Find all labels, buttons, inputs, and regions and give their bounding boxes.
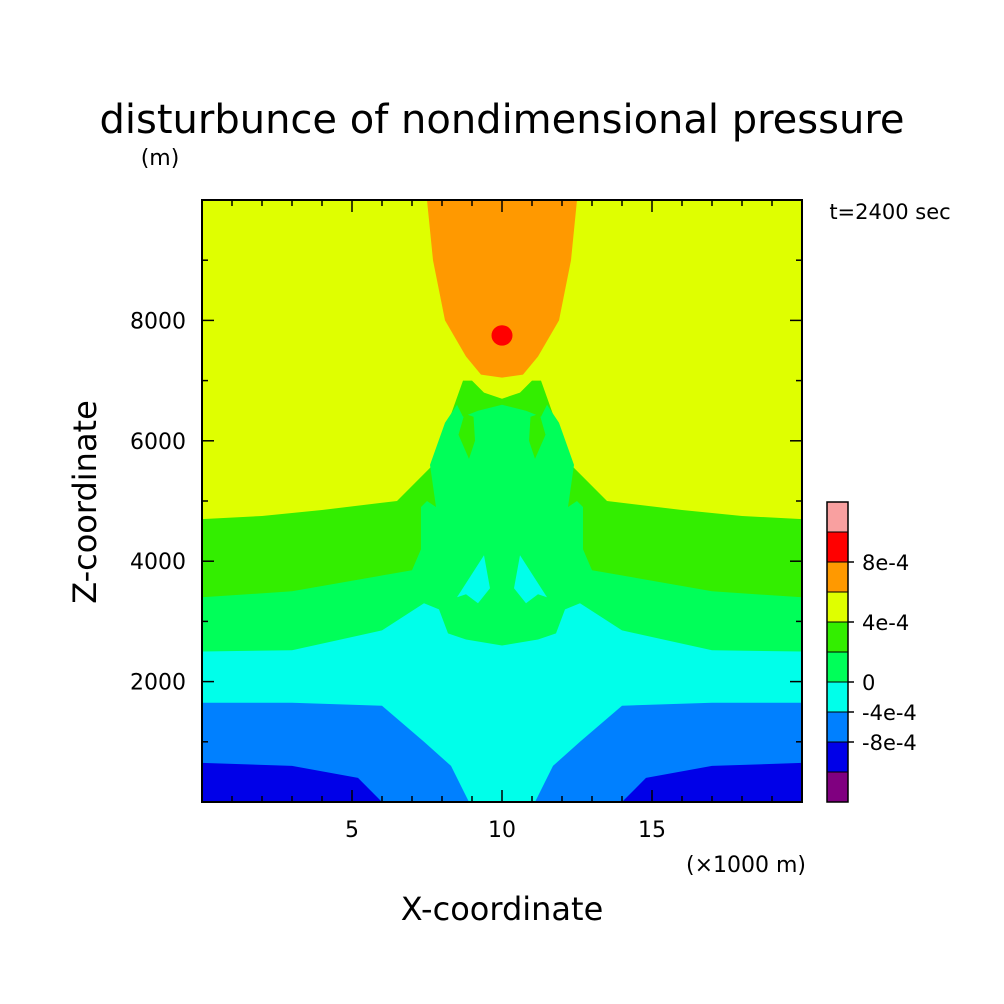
colorbar: -8e-4 -4e-4 0 4e-4 8e-4 xyxy=(826,501,917,803)
colorbar-swatch xyxy=(826,531,849,563)
contour-region-level-8 xyxy=(491,325,513,346)
colorbar-swatch xyxy=(826,711,849,743)
time-label: t=2400 sec xyxy=(829,200,950,224)
colorbar-tick-label: -8e-4 xyxy=(862,731,917,755)
axis-ticks: 5 10 15 2000 4000 6000 8000 xyxy=(130,200,802,843)
contour-region-level-3 xyxy=(457,555,490,604)
colorbar-tick-label: 4e-4 xyxy=(862,611,909,635)
colorbar-swatch xyxy=(826,681,849,713)
x-tick-label: 15 xyxy=(638,818,666,843)
x-tick-label: 5 xyxy=(345,818,359,843)
y-tick-label: 6000 xyxy=(130,430,186,455)
colorbar-tick-label: 8e-4 xyxy=(862,551,909,575)
colorbar-swatch xyxy=(826,621,849,653)
contour-region-level-7 xyxy=(427,200,577,378)
colorbar-swatch xyxy=(826,561,849,593)
colorbar-swatch xyxy=(826,771,849,803)
colorbar-swatch xyxy=(826,741,849,773)
colorbar-frame xyxy=(826,501,849,803)
y-tick-label: 2000 xyxy=(130,671,186,696)
chart-title: disturbunce of nondimensional pressure xyxy=(100,97,905,143)
colorbar-tick-label: -4e-4 xyxy=(862,701,917,725)
contour-region-level-3 xyxy=(514,555,547,604)
colorbar-tick-label: 0 xyxy=(862,671,875,695)
y-axis-title: Z-coordinate xyxy=(66,400,104,604)
y-unit-label: (m) xyxy=(141,146,180,171)
contour-region-level-5 xyxy=(529,413,546,459)
x-tick-label: 10 xyxy=(488,818,516,843)
y-tick-label: 4000 xyxy=(130,550,186,575)
contour-region-level-1 xyxy=(622,762,802,802)
y-tick-label: 8000 xyxy=(130,309,186,334)
x-unit-label: (×1000 m) xyxy=(686,853,806,878)
x-axis-title: X-coordinate xyxy=(401,890,604,928)
contour-field xyxy=(202,200,802,802)
contour-region-level-1 xyxy=(202,762,382,802)
colorbar-swatch xyxy=(826,501,849,533)
contour-region-level-5 xyxy=(458,413,475,459)
colorbar-swatch xyxy=(826,591,849,623)
colorbar-swatch xyxy=(826,651,849,683)
